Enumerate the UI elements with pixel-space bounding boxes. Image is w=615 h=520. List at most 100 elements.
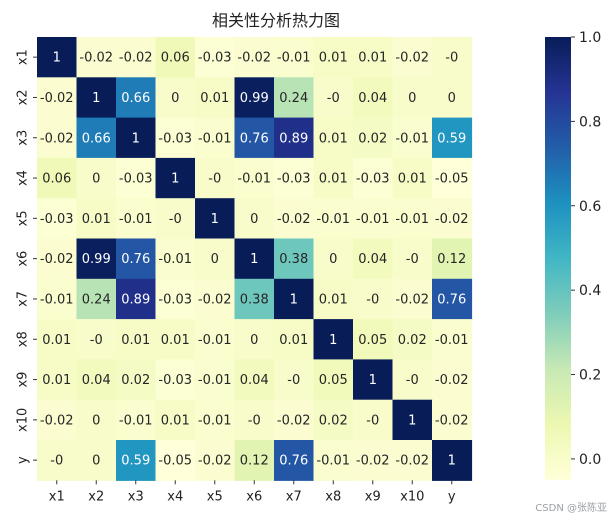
- y-tick-label: x3: [16, 130, 31, 146]
- cell-value-label: 0.06: [161, 51, 190, 66]
- heatmap-cell-x8-y: [432, 319, 473, 360]
- cell-value-label: 0.89: [279, 131, 308, 146]
- heatmap-cell-x7-x9: [353, 278, 394, 320]
- cell-value-label: -0.01: [237, 172, 271, 187]
- heatmap-cell-x10-x3: [116, 399, 157, 441]
- cell-value-label: -0.03: [119, 172, 153, 187]
- heatmap-cell-x5-x7: [274, 198, 315, 240]
- heatmap-cell-x10-x2: [76, 399, 117, 441]
- colorbar-tick-label: 0.4: [579, 283, 601, 299]
- heatmap-cell-x10-x4: [155, 399, 196, 441]
- cell-value-label: -0.01: [198, 413, 232, 428]
- cell-value-label: 1: [329, 333, 337, 348]
- heatmap-cell-x5-x10: [392, 198, 433, 240]
- heatmap-cell-x2-x5: [195, 77, 236, 119]
- cell-value-label: 0.89: [121, 292, 150, 307]
- heatmap-cell-x8-x4: [155, 319, 196, 360]
- heatmap-cell-x3-x4: [155, 117, 196, 159]
- cell-value-label: -0.02: [356, 454, 390, 469]
- heatmap-cell-x5-x3: [116, 198, 157, 240]
- cell-value-label: -0: [406, 373, 419, 388]
- cell-value-label: 0.12: [437, 252, 466, 267]
- colorbar-tick-label: 0.2: [579, 368, 601, 384]
- heatmap-cell-x9-x7: [274, 359, 315, 401]
- heatmap-cell-x9-y: [432, 359, 473, 401]
- cell-value-label: 0.04: [240, 373, 269, 388]
- cell-value-label: 1: [132, 131, 140, 146]
- heatmap-cell-x6-x9: [353, 238, 394, 280]
- cell-value-label: -0.01: [119, 212, 153, 227]
- heatmap-cell-x5-x6: [234, 198, 275, 240]
- heatmap-cell-x2-x8: [313, 77, 354, 119]
- cell-value-label: 0.01: [42, 373, 71, 388]
- y-tick-label: x4: [16, 170, 31, 186]
- cell-value-label: 0.02: [319, 413, 348, 428]
- heatmap-cell-y-y: [432, 440, 473, 481]
- cell-value-label: 0.01: [161, 413, 190, 428]
- heatmap-cell-x4-x9: [353, 157, 394, 199]
- heatmap-cell-x7-x5: [195, 278, 236, 320]
- heatmap-cell-y-x4: [155, 440, 196, 481]
- cell-value-label: 0.12: [240, 454, 269, 469]
- cell-value-label: 1: [290, 292, 298, 307]
- cell-value-label: 1: [211, 212, 219, 227]
- heatmap-cell-y-x7: [274, 440, 315, 481]
- cell-value-label: 0.99: [240, 91, 269, 106]
- heatmap-cell-x7-x6: [234, 278, 275, 320]
- cell-value-label: -0: [50, 454, 63, 469]
- heatmap-cell-x10-y: [432, 399, 473, 441]
- cell-value-label: -0.03: [158, 373, 192, 388]
- cell-value-label: -0.02: [395, 51, 429, 66]
- y-tick-label: y: [16, 456, 31, 464]
- cell-value-label: -0: [248, 413, 261, 428]
- cell-value-label: 0.76: [437, 292, 466, 307]
- cell-value-label: 0.02: [358, 131, 387, 146]
- heatmap-cell-y-x2: [76, 440, 117, 481]
- heatmap-cell-x3-x5: [195, 117, 236, 159]
- colorbar-gradient: [545, 37, 571, 480]
- heatmap-cell-x1-x3: [116, 37, 157, 78]
- heatmap-cell-x10-x6: [234, 399, 275, 441]
- colorbar-tick-label: 1.0: [579, 30, 601, 46]
- heatmap-cell-x6-x10: [392, 238, 433, 280]
- cell-value-label: 0: [92, 172, 100, 187]
- heatmap-cell-x4-y: [432, 157, 473, 199]
- cell-value-label: -0.01: [356, 212, 390, 227]
- x-tick-label: x10: [400, 489, 424, 504]
- cell-value-label: -0.03: [158, 131, 192, 146]
- cell-value-label: -0.01: [395, 131, 429, 146]
- cell-value-label: 0: [171, 91, 179, 106]
- y-tick-label: x8: [16, 331, 31, 347]
- colorbar: 0.0 0.2 0.4 0.6 0.8 1.0: [545, 30, 601, 480]
- cell-value-label: -0.01: [316, 212, 350, 227]
- y-axis-tick-labels: x1 x2 x3 x4 x5 x6 x7 x8 x9 x10 y: [16, 49, 37, 464]
- cell-value-label: 0.04: [358, 91, 387, 106]
- cell-value-label: 0.04: [358, 252, 387, 267]
- heatmap-cell-x8-x10: [392, 319, 433, 360]
- heatmap-cell-x1-x5: [195, 37, 236, 78]
- cell-value-label: -0.02: [40, 413, 74, 428]
- cell-value-label: -0.02: [198, 292, 232, 307]
- heatmap-cell-x2-x10: [392, 77, 433, 119]
- heatmap-cell-x5-x2: [76, 198, 117, 240]
- heatmap-cell-x3-x2: [76, 117, 117, 159]
- cell-value-label: 0.05: [358, 333, 387, 348]
- cell-value-label: 0.01: [319, 172, 348, 187]
- heatmap-cell-y-x5: [195, 440, 236, 481]
- cell-value-label: 0.38: [240, 292, 269, 307]
- heatmap-cell-x3-x3: [116, 117, 157, 159]
- heatmap-cell-x10-x8: [313, 399, 354, 441]
- heatmap-cell-x6-x6: [234, 238, 275, 280]
- heatmap-cell-x10-x7: [274, 399, 315, 441]
- cell-value-label: 0: [92, 454, 100, 469]
- heatmap-cell-x5-x4: [155, 198, 196, 240]
- cell-value-label: 0.01: [319, 131, 348, 146]
- cell-value-label: -0.02: [79, 51, 113, 66]
- cell-value-label: 0: [408, 91, 416, 106]
- cell-value-label: 0.76: [240, 131, 269, 146]
- x-tick-label: y: [448, 489, 456, 504]
- cell-value-label: -0.02: [435, 373, 469, 388]
- x-tick-label: x5: [207, 489, 223, 504]
- heatmap-cell-x6-x8: [313, 238, 354, 280]
- cell-value-label: 1: [53, 51, 61, 66]
